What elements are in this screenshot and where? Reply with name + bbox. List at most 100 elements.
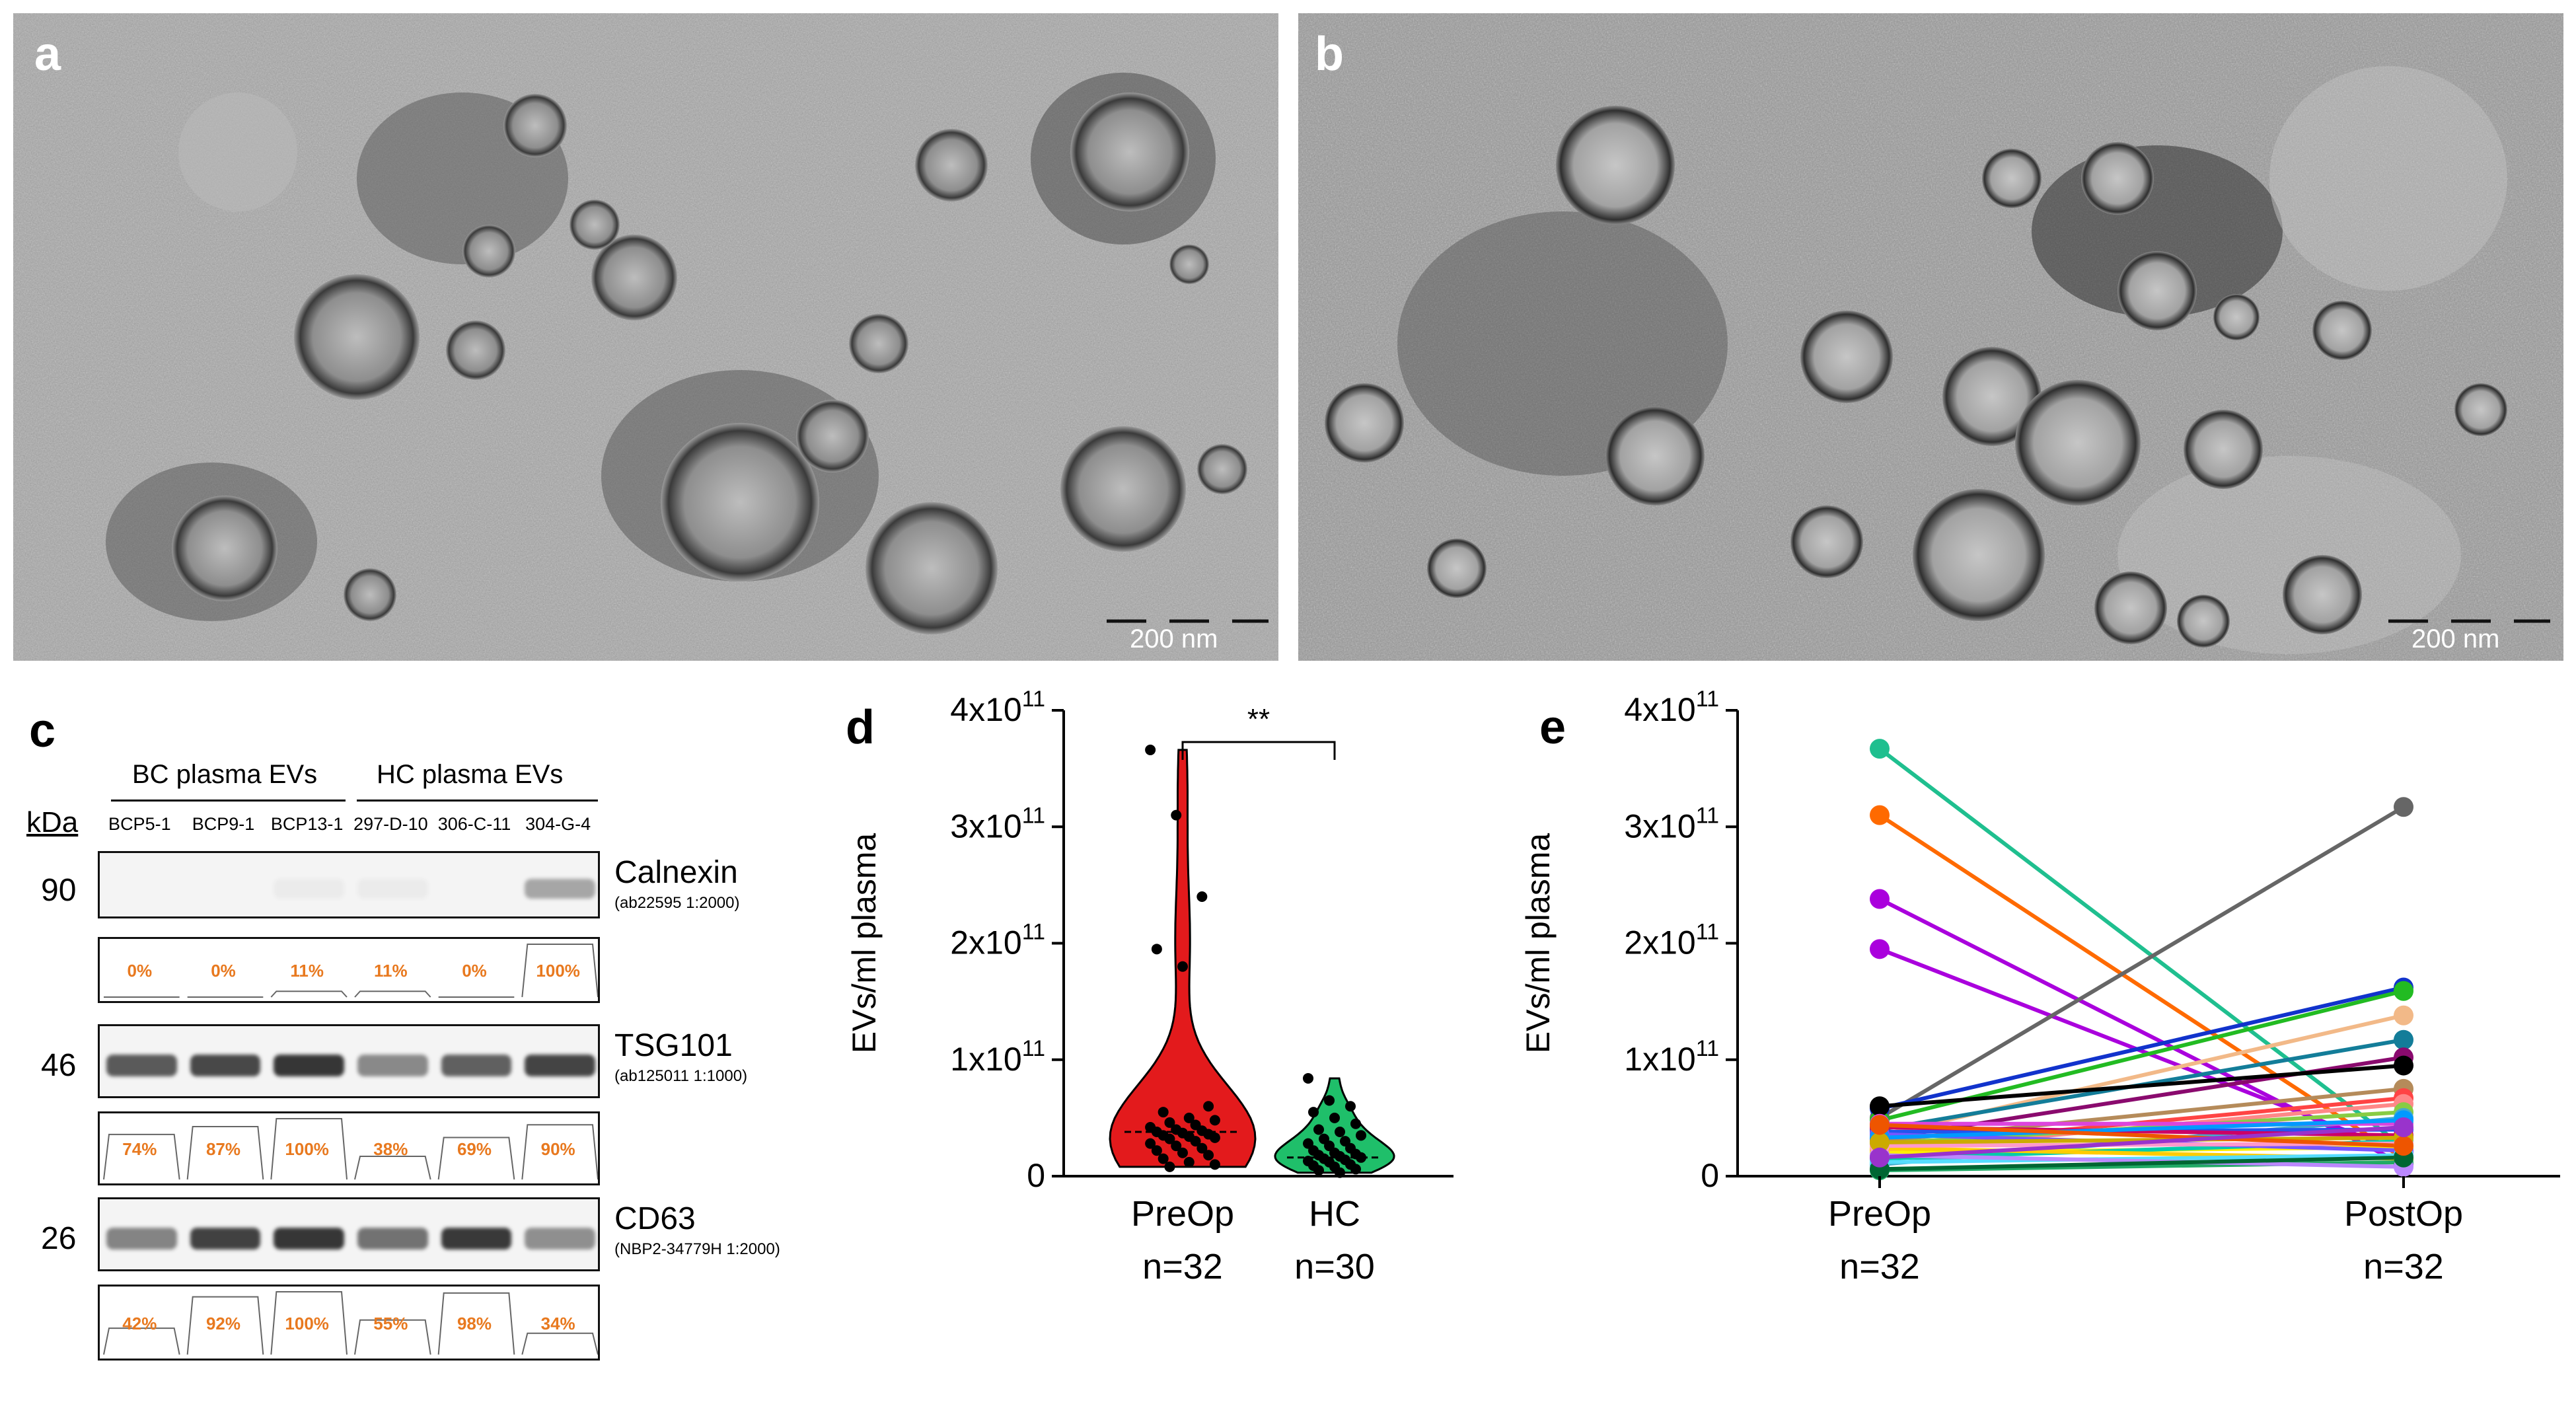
x-category-label: PreOp — [1828, 1194, 1931, 1234]
postop-point — [2394, 1136, 2413, 1156]
blot-band — [357, 1227, 428, 1250]
percent-label: 69% — [457, 1139, 492, 1159]
y-tick-label: 3x1011 — [950, 803, 1045, 844]
densitometry-peak — [354, 1319, 431, 1355]
data-point — [1335, 1167, 1345, 1178]
data-point — [1313, 1165, 1324, 1176]
percent-label: 42% — [122, 1313, 157, 1333]
data-point — [1329, 1112, 1340, 1123]
data-point — [1190, 1136, 1201, 1147]
blot-band — [357, 878, 428, 899]
blot-band — [190, 879, 261, 899]
data-point — [1196, 1142, 1208, 1154]
tem-image-b — [1298, 13, 2563, 661]
postop-point — [2394, 1055, 2413, 1076]
blot-band — [274, 878, 344, 899]
group-line-bc — [111, 800, 346, 802]
kda-value: 26 — [41, 1221, 77, 1256]
data-point — [1164, 1133, 1175, 1144]
lane-label: BCP9-1 — [192, 814, 255, 834]
preop-point — [1870, 1147, 1890, 1168]
data-point — [1350, 1164, 1361, 1175]
panel-letter-e: e — [1539, 701, 1566, 754]
blot-band — [106, 879, 177, 899]
y-tick-label: 1x1011 — [1624, 1036, 1719, 1078]
densitometry-peak — [521, 1124, 598, 1180]
y-tick-label: 1x1011 — [950, 1036, 1045, 1078]
y-tick-label: 0 — [1027, 1157, 1045, 1194]
densitometry-peak — [521, 944, 598, 998]
pair-line — [1878, 747, 2405, 1149]
pair-line — [1879, 985, 2404, 1111]
blot-band — [106, 1054, 177, 1077]
data-point — [1203, 1101, 1214, 1112]
blot-band — [441, 1227, 512, 1250]
blot-band — [525, 878, 595, 899]
tem-micrograph-a — [13, 13, 1278, 661]
antibody-label: (ab22595 1:2000) — [614, 894, 740, 912]
tem-image-a — [13, 13, 1278, 661]
pair-line — [1879, 1118, 2404, 1140]
marker-name: TSG101 — [614, 1028, 733, 1063]
y-tick-label: 2x1011 — [1624, 920, 1719, 961]
densitometry-peak — [186, 1125, 264, 1180]
densitometry-peak — [270, 1291, 348, 1355]
data-point — [1145, 744, 1156, 755]
blot-band — [274, 1227, 344, 1250]
densitometry-peak — [521, 1332, 598, 1355]
preop-point — [1870, 939, 1890, 959]
panel-letter-c: c — [29, 704, 56, 757]
kda-label: kDa — [26, 806, 79, 839]
percent-label: 92% — [205, 1313, 241, 1333]
data-point — [1171, 1140, 1182, 1152]
data-point — [1303, 1072, 1313, 1084]
group-label-bc: BC plasma EVs — [132, 760, 318, 789]
percent-label: 90% — [540, 1139, 575, 1159]
pair-line — [1879, 1153, 2404, 1169]
blot-band — [441, 1054, 512, 1077]
x-category-label: PreOp — [1131, 1194, 1234, 1234]
group-label-hc: HC plasma EVs — [377, 760, 564, 789]
densitometry-peak — [270, 1118, 348, 1180]
data-point — [1177, 1147, 1188, 1158]
x-category-label: PostOp — [2344, 1194, 2463, 1234]
significance-bracket — [1181, 741, 1336, 760]
data-point — [1177, 961, 1188, 972]
data-point — [1345, 1101, 1356, 1112]
densitometry-peak — [186, 1296, 264, 1355]
densitometry-trace — [103, 1291, 598, 1355]
preop-point — [1870, 889, 1890, 909]
densitometry-peak — [103, 1133, 180, 1180]
data-point — [1183, 1156, 1195, 1168]
y-tick-label: 4x1011 — [1624, 687, 1719, 728]
violin-body — [1109, 749, 1257, 1168]
data-point — [1209, 1159, 1220, 1170]
data-point — [1151, 1145, 1162, 1156]
preop-point — [1870, 739, 1890, 759]
violin-body — [1274, 1077, 1395, 1174]
blot-band — [441, 879, 512, 899]
densitometry-box — [98, 1285, 600, 1361]
percent-label: 100% — [285, 1313, 329, 1333]
blot-band — [357, 1054, 428, 1077]
lane-label: 297-D-10 — [353, 814, 428, 834]
marker-name: CD63 — [614, 1201, 696, 1236]
data-point — [1350, 1118, 1361, 1129]
pair-line — [1879, 1125, 2404, 1160]
pair-line — [1879, 1155, 2404, 1172]
densitometry-peak — [437, 1137, 515, 1180]
data-point — [1209, 1115, 1220, 1126]
densitometry-box — [98, 937, 600, 1003]
preop-point — [1870, 1115, 1890, 1135]
pair-line — [1878, 813, 2405, 1161]
data-point — [1324, 1095, 1335, 1106]
panel-letter-a: a — [34, 28, 61, 81]
scale-label-a: 200 nm — [1130, 624, 1218, 653]
scale-label-b: 200 nm — [2411, 624, 2500, 653]
data-point — [1313, 1124, 1324, 1135]
data-point — [1209, 1132, 1220, 1143]
antibody-label: (NBP2-34779H 1:2000) — [614, 1240, 780, 1258]
preop-point — [1870, 1096, 1890, 1117]
data-point — [1151, 944, 1162, 955]
data-point — [1196, 891, 1208, 902]
